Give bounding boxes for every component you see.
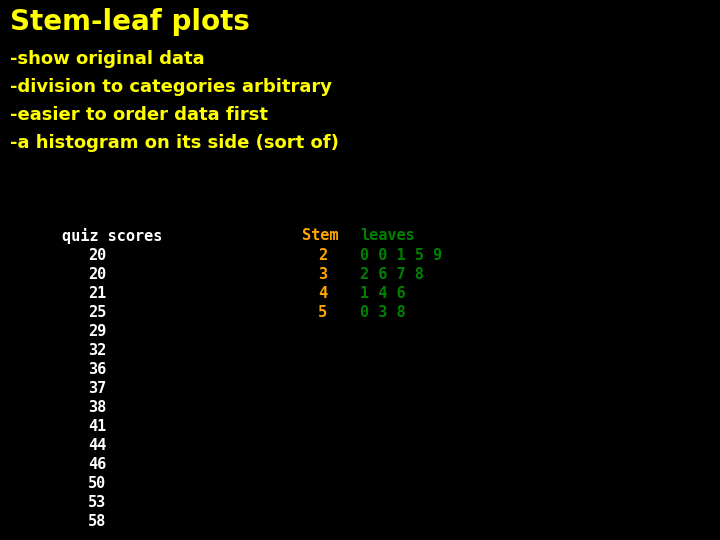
Text: -show original data: -show original data — [10, 50, 204, 68]
Text: 3: 3 — [318, 267, 327, 282]
Text: 58: 58 — [88, 514, 107, 529]
Text: 50: 50 — [88, 476, 107, 491]
Text: leaves: leaves — [360, 228, 415, 243]
Text: Stem: Stem — [302, 228, 338, 243]
Text: 25: 25 — [88, 305, 107, 320]
Text: 20: 20 — [88, 267, 107, 282]
Text: 53: 53 — [88, 495, 107, 510]
Text: 44: 44 — [88, 438, 107, 453]
Text: 29: 29 — [88, 324, 107, 339]
Text: 36: 36 — [88, 362, 107, 377]
Text: 2 6 7 8: 2 6 7 8 — [360, 267, 424, 282]
Text: 37: 37 — [88, 381, 107, 396]
Text: 0 0 1 5 9: 0 0 1 5 9 — [360, 248, 442, 263]
Text: -division to categories arbitrary: -division to categories arbitrary — [10, 78, 332, 96]
Text: 0 3 8: 0 3 8 — [360, 305, 405, 320]
Text: 21: 21 — [88, 286, 107, 301]
Text: 2: 2 — [318, 248, 327, 263]
Text: 20: 20 — [88, 248, 107, 263]
Text: 4: 4 — [318, 286, 327, 301]
Text: 32: 32 — [88, 343, 107, 358]
Text: 41: 41 — [88, 419, 107, 434]
Text: 46: 46 — [88, 457, 107, 472]
Text: 38: 38 — [88, 400, 107, 415]
Text: 5: 5 — [318, 305, 327, 320]
Text: -a histogram on its side (sort of): -a histogram on its side (sort of) — [10, 134, 339, 152]
Text: -easier to order data first: -easier to order data first — [10, 106, 268, 124]
Text: Stem-leaf plots: Stem-leaf plots — [10, 8, 250, 36]
Text: 1 4 6: 1 4 6 — [360, 286, 405, 301]
Text: quiz scores: quiz scores — [62, 228, 163, 244]
